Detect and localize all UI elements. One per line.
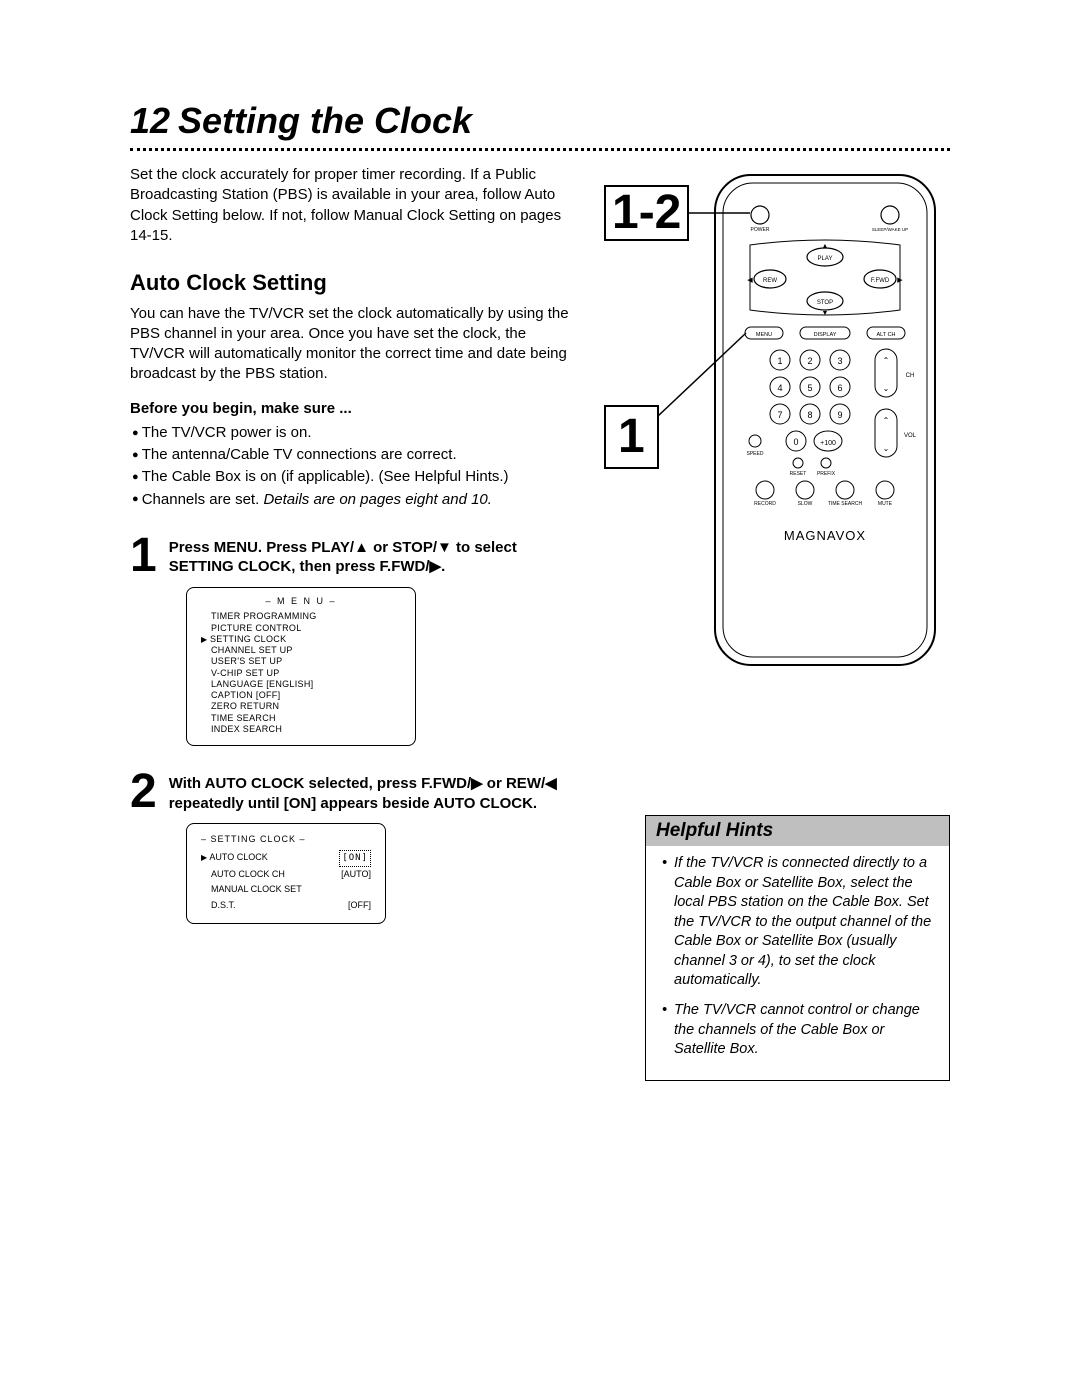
hints-body: If the TV/VCR is connected directly to a…	[646, 846, 949, 1080]
main-columns: Set the clock accurately for proper time…	[130, 165, 950, 1081]
menu-item: TIMER PROGRAMMING	[201, 611, 401, 622]
svg-text:▲: ▲	[822, 243, 829, 250]
svg-text:8: 8	[807, 410, 812, 420]
menu-item-selected: SETTING CLOCK	[201, 634, 401, 645]
menu-screen-box: – M E N U – TIMER PROGRAMMING PICTURE CO…	[186, 587, 416, 746]
svg-text:PLAY: PLAY	[818, 256, 833, 262]
settings-header: – SETTING CLOCK –	[201, 832, 371, 847]
before-begin-title: Before you begin, make sure ...	[130, 399, 570, 419]
svg-text:SLEEP/WAKE UP: SLEEP/WAKE UP	[872, 227, 908, 232]
svg-text:5: 5	[807, 383, 812, 393]
bullet-text: Channels are set.	[142, 491, 260, 508]
svg-text:1: 1	[777, 356, 782, 366]
page-header: 12 Setting the Clock	[130, 100, 950, 142]
svg-text:MUTE: MUTE	[878, 501, 893, 507]
menu-item: LANGUAGE [ENGLISH]	[201, 679, 401, 690]
svg-text:0: 0	[793, 437, 798, 447]
svg-text:DISPLAY: DISPLAY	[814, 332, 837, 338]
left-column: Set the clock accurately for proper time…	[130, 165, 570, 1081]
settings-value: [AUTO]	[341, 867, 371, 882]
helpful-hints-box: Helpful Hints If the TV/VCR is connected…	[645, 815, 950, 1081]
settings-value: [ON]	[339, 850, 371, 867]
svg-text:SLOW: SLOW	[798, 501, 813, 507]
svg-text:9: 9	[837, 410, 842, 420]
right-column: 1-2 1 POWER SLEEP/WAKE UP PLAY ▲ REW ◀	[600, 165, 950, 1081]
svg-text:⌄: ⌄	[883, 384, 890, 393]
svg-text:MENU: MENU	[756, 332, 772, 338]
svg-text:TIME SEARCH: TIME SEARCH	[828, 501, 863, 507]
details-italic: Details are on pages eight and 10.	[259, 491, 492, 508]
svg-text:◀: ◀	[747, 277, 753, 284]
settings-screen-box: – SETTING CLOCK – AUTO CLOCK [ON] AUTO C…	[186, 823, 386, 923]
section-title: Auto Clock Setting	[130, 268, 570, 298]
menu-item: ZERO RETURN	[201, 701, 401, 712]
callout-box-left: 1	[604, 405, 659, 469]
dotted-divider	[130, 148, 950, 151]
settings-row: D.S.T. [OFF]	[201, 898, 371, 913]
svg-text:3: 3	[837, 356, 842, 366]
intro-text: Set the clock accurately for proper time…	[130, 165, 570, 246]
menu-header: – M E N U –	[201, 596, 401, 607]
svg-text:POWER: POWER	[751, 227, 770, 233]
svg-text:6: 6	[837, 383, 842, 393]
remote-illustration: 1-2 1 POWER SLEEP/WAKE UP PLAY ▲ REW ◀	[600, 165, 950, 685]
step-number: 2	[130, 770, 157, 813]
settings-row: AUTO CLOCK [ON]	[201, 850, 371, 867]
svg-text:F.FWD: F.FWD	[871, 278, 890, 284]
settings-label: AUTO CLOCK CH	[201, 867, 285, 882]
svg-text:2: 2	[807, 356, 812, 366]
menu-item: CHANNEL SET UP	[201, 645, 401, 656]
svg-text:RECORD: RECORD	[754, 501, 776, 507]
bullet-item: Channels are set. Details are on pages e…	[132, 490, 570, 510]
auto-clock-paragraph: You can have the TV/VCR set the clock au…	[130, 304, 570, 385]
svg-text:4: 4	[777, 383, 782, 393]
page-number: 12	[130, 100, 170, 142]
svg-text:RESET: RESET	[790, 471, 807, 477]
menu-item: TIME SEARCH	[201, 713, 401, 724]
step-text: Press MENU. Press PLAY/▲ or STOP/▼ to se…	[169, 534, 570, 577]
settings-label: D.S.T.	[201, 898, 236, 913]
bullet-item: The antenna/Cable TV connections are cor…	[132, 445, 570, 465]
svg-text:7: 7	[777, 410, 782, 420]
before-bullets: The TV/VCR power is on. The antenna/Cabl…	[130, 423, 570, 510]
settings-label: AUTO CLOCK	[201, 850, 268, 867]
settings-value: [OFF]	[348, 898, 371, 913]
svg-text:MAGNAVOX: MAGNAVOX	[784, 528, 866, 543]
svg-text:⌃: ⌃	[883, 356, 890, 365]
step-1: 1 Press MENU. Press PLAY/▲ or STOP/▼ to …	[130, 534, 570, 577]
menu-item: INDEX SEARCH	[201, 724, 401, 735]
settings-label: MANUAL CLOCK SET	[201, 882, 302, 897]
svg-text:▼: ▼	[822, 310, 829, 317]
page-title: Setting the Clock	[178, 100, 472, 142]
svg-text:REW: REW	[763, 278, 777, 284]
bullet-item: The Cable Box is on (if applicable). (Se…	[132, 467, 570, 487]
callout-box-top: 1-2	[604, 185, 689, 241]
hint-item: The TV/VCR cannot control or change the …	[662, 1001, 937, 1060]
svg-text:SPEED: SPEED	[747, 451, 764, 457]
menu-item: CAPTION [OFF]	[201, 690, 401, 701]
hints-title: Helpful Hints	[646, 816, 949, 846]
svg-text:⌄: ⌄	[883, 444, 890, 453]
step-number: 1	[130, 534, 157, 577]
svg-text:VOL: VOL	[904, 433, 917, 439]
menu-item: USER'S SET UP	[201, 656, 401, 667]
bullet-item: The TV/VCR power is on.	[132, 423, 570, 443]
svg-text:CH: CH	[906, 373, 915, 379]
svg-text:STOP: STOP	[817, 300, 833, 306]
svg-text:⌃: ⌃	[883, 416, 890, 425]
menu-item: V-CHIP SET UP	[201, 668, 401, 679]
svg-text:PREFIX: PREFIX	[817, 471, 836, 477]
step-2: 2 With AUTO CLOCK selected, press F.FWD/…	[130, 770, 570, 813]
hint-item: If the TV/VCR is connected directly to a…	[662, 854, 937, 991]
svg-text:ALT CH: ALT CH	[876, 332, 895, 338]
svg-text:▶: ▶	[897, 277, 903, 284]
settings-row: AUTO CLOCK CH [AUTO]	[201, 867, 371, 882]
svg-text:+100: +100	[820, 440, 836, 447]
step-text: With AUTO CLOCK selected, press F.FWD/▶ …	[169, 770, 570, 813]
settings-row: MANUAL CLOCK SET	[201, 882, 371, 897]
menu-item: PICTURE CONTROL	[201, 623, 401, 634]
